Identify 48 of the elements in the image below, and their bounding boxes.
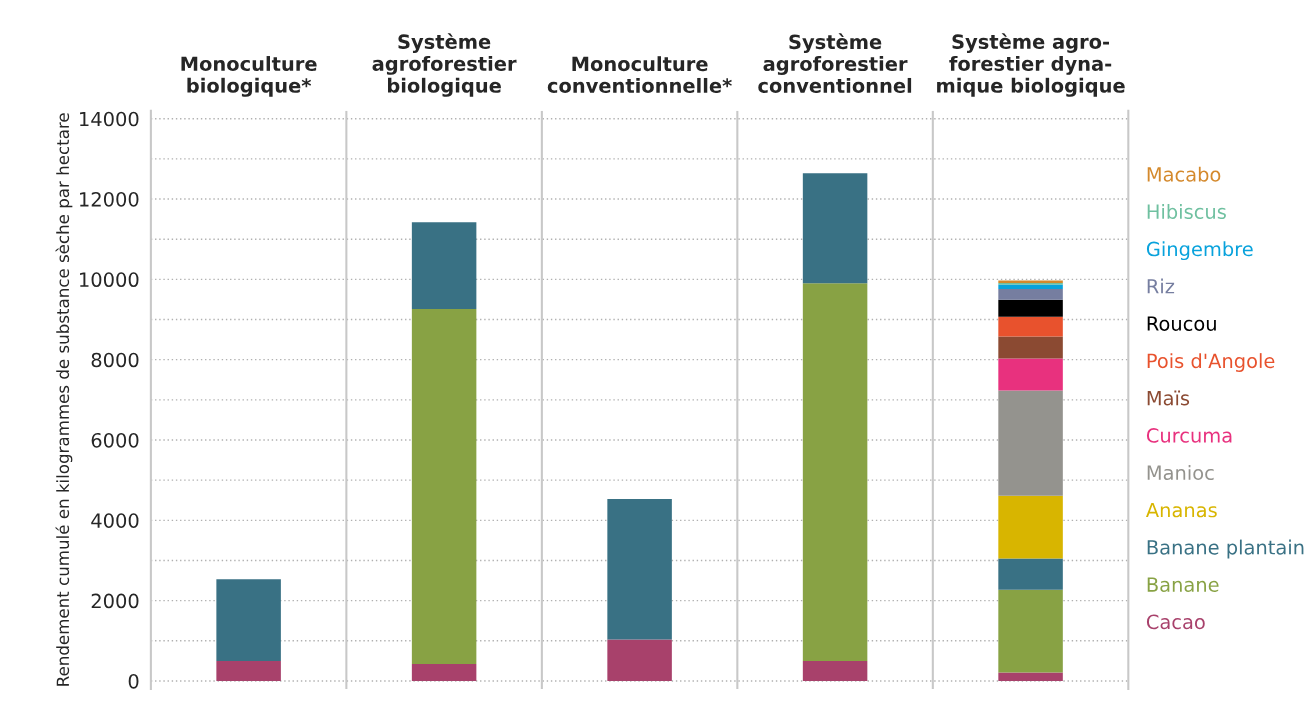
bar <box>411 222 477 310</box>
bar <box>802 283 868 661</box>
text: Banane plantain <box>1147 539 1304 559</box>
bar <box>998 589 1063 673</box>
bar <box>802 660 868 681</box>
text: Maïs <box>1147 390 1190 406</box>
bar <box>998 316 1063 337</box>
text: Hibiscus <box>1147 203 1226 220</box>
text: Manioc <box>1147 465 1214 481</box>
bar <box>998 284 1063 289</box>
bar <box>802 173 868 284</box>
y-tick-label: 2000 <box>91 593 139 609</box>
bar <box>998 390 1063 496</box>
x-tick-label: Système agroforestier conventionnel <box>758 33 912 94</box>
y-tick-label: 6000 <box>91 432 139 448</box>
bar <box>998 336 1063 359</box>
y-tick-label: 4000 <box>91 513 139 528</box>
text: Banane <box>1147 577 1219 592</box>
y-tick-label: 0 <box>128 673 139 689</box>
text: Macabo <box>1147 166 1221 182</box>
bar <box>216 579 281 661</box>
bar <box>411 664 477 681</box>
text: Ananas <box>1145 502 1217 518</box>
bar <box>998 495 1063 559</box>
y-tick-label: 10000 <box>80 272 139 288</box>
y-tick-label: 12000 <box>80 191 139 207</box>
bar <box>607 639 672 681</box>
bar <box>998 358 1063 391</box>
x-tick-label: Monoculture conventionnelle* <box>547 56 732 94</box>
text: Gingembre <box>1146 241 1253 261</box>
bar <box>998 558 1063 590</box>
text: Riz <box>1147 278 1175 294</box>
bar <box>216 660 281 681</box>
text: Pois d'Angole <box>1147 353 1275 372</box>
text: Cacao <box>1146 614 1205 630</box>
text: Curcuma <box>1146 428 1232 443</box>
y-tick-label: 14000 <box>80 111 139 127</box>
y-axis-title: Rendement cumulé en kilogrammes de substance sèche par hectare <box>55 113 73 686</box>
x-tick-label: Système agro- forestier dyna- mique biologique <box>937 33 1125 97</box>
x-tick-label: Monoculture biologique* <box>181 56 317 97</box>
bar <box>411 309 477 665</box>
y-tick-label: 8000 <box>91 352 139 368</box>
bar <box>998 299 1063 317</box>
x-tick-label: Système agroforestier biologique <box>372 33 517 97</box>
bar <box>607 499 672 640</box>
bar <box>998 672 1063 681</box>
bar <box>998 288 1063 300</box>
text: Roucou <box>1147 316 1216 331</box>
